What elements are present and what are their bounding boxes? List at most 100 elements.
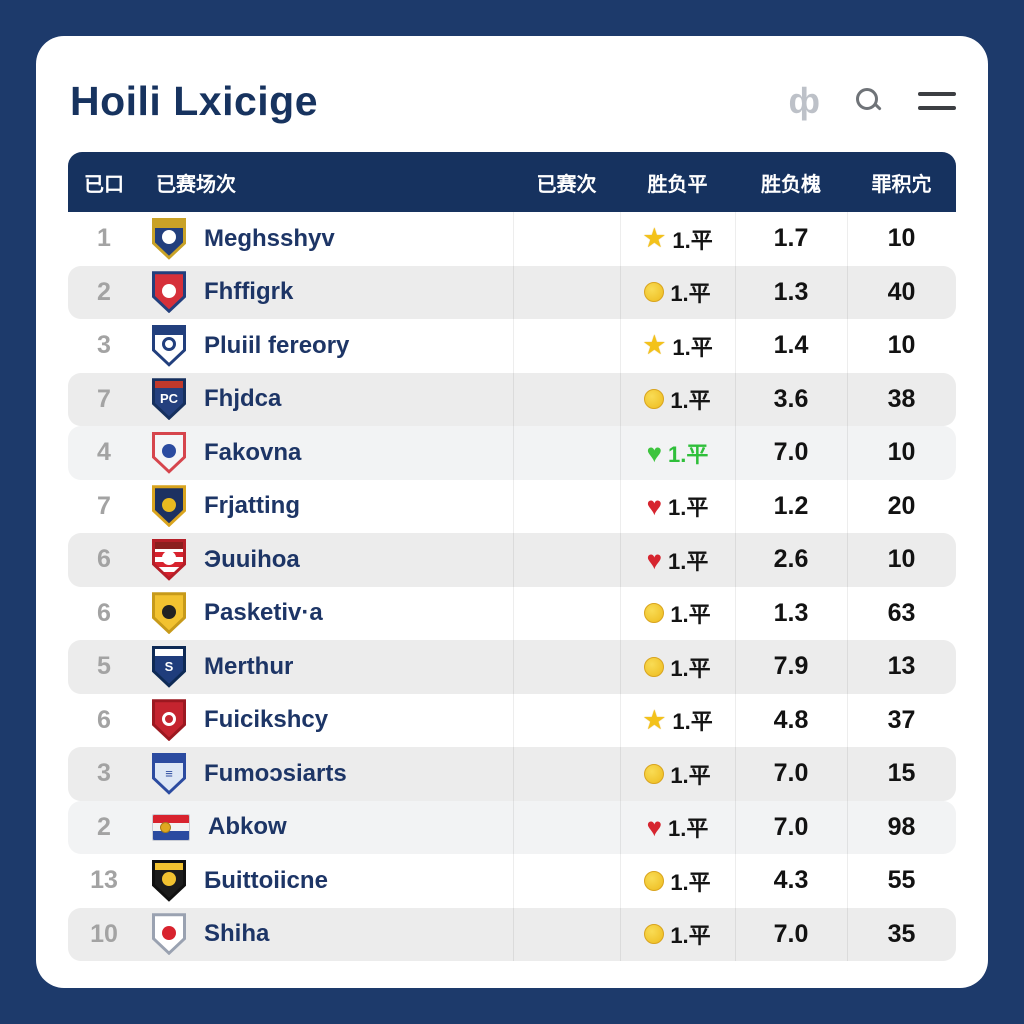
rank-cell: 7 (97, 384, 111, 413)
result-cell: 1.平 (620, 597, 735, 629)
badge-emblem (162, 551, 176, 566)
team-name: Fhjdca (204, 385, 282, 413)
result-label: 1.平 (672, 334, 713, 360)
team-badge-icon (152, 324, 186, 367)
team-badge-icon (152, 217, 186, 260)
table-row[interactable]: 3 Pluiil fereory ★ 1.平 1.4 10 (68, 319, 956, 373)
table-row[interactable]: 1 Meghsshyv ★ 1.平 1.7 10 (68, 212, 956, 266)
search-lens (856, 88, 878, 110)
points-cell: 20 (887, 491, 916, 520)
red-heart-icon: ♥ (646, 544, 663, 575)
result-cell: 1.平 (620, 918, 735, 950)
result-cell: 1.平 (620, 651, 735, 683)
result-cell: 1.平 (620, 865, 735, 897)
ratio-cell: 7.9 (773, 652, 809, 681)
coin-icon (644, 924, 665, 945)
table-row[interactable]: 6 Pasketiv·a 1.平 1.3 63 (68, 587, 956, 641)
flag-stripe (153, 831, 189, 840)
table-row[interactable]: 7 PC Fhjdca 1.平 3.6 38 (68, 372, 956, 426)
rank-cell: 5 (97, 652, 111, 681)
table-row[interactable]: 3 ≡ Fumoɔsiarts 1.平 7.0 15 (68, 747, 956, 801)
team-cell: Pasketiv·a (140, 592, 513, 635)
rank-cell: 1 (97, 224, 111, 253)
table-row[interactable]: 10 Shiha 1.平 7.0 35 (68, 907, 956, 961)
ratio-cell: 3.6 (773, 384, 809, 413)
ratio-cell: 7.0 (773, 919, 809, 948)
result-label: 1.平 (670, 281, 711, 307)
badge-emblem (162, 497, 176, 512)
ratio-cell: 1.7 (773, 224, 809, 253)
result-cell: ★ 1.平 (620, 704, 735, 736)
column-header-played: 已赛次 (536, 173, 597, 196)
result-label: 1.平 (668, 548, 709, 574)
points-cell: 15 (887, 759, 916, 788)
column-header-points: 罪积宂 (871, 173, 932, 196)
badge-letters: S (164, 658, 174, 674)
table-row[interactable]: 13 Бuittoiicne 1.平 4.3 55 (68, 854, 956, 908)
ratio-cell: 1.3 (773, 277, 809, 306)
table-row[interactable]: 7 Frjatting ♥ 1.平 1.2 20 (68, 480, 956, 534)
team-name: Frjatting (204, 492, 300, 520)
ratio-cell: 4.8 (773, 705, 809, 734)
coin-icon (644, 656, 665, 677)
team-badge-icon (152, 271, 186, 314)
coin-icon (644, 603, 665, 624)
team-name: Abkow (208, 813, 287, 841)
badge-emblem (162, 925, 176, 940)
league-table: 已口 已赛场次 已赛次 胜负平 胜负槐 罪积宂 1 Meghsshyv ★ 1.平 1.… (68, 152, 956, 961)
team-cell: Abkow (140, 807, 513, 848)
table-row[interactable]: 6 Fuicikshcy ★ 1.平 4.8 37 (68, 694, 956, 748)
team-name: Merthur (204, 652, 294, 680)
column-divider (620, 212, 621, 961)
points-cell: 10 (887, 545, 916, 574)
star-icon: ★ (642, 704, 667, 735)
result-cell: 1.平 (620, 383, 735, 415)
search-icon[interactable] (856, 88, 882, 114)
rank-cell: 3 (97, 759, 111, 788)
column-header-rank: 已口 (84, 173, 124, 196)
table-row[interactable]: 6 Эuuihoa ♥ 1.平 2.6 10 (68, 533, 956, 587)
star-icon: ★ (642, 223, 667, 254)
table-row[interactable]: 2 Fhffigrk 1.平 1.3 40 (68, 265, 956, 319)
team-badge-icon (152, 913, 186, 956)
result-label: 1.平 (670, 388, 711, 414)
result-cell: ♥ 1.平 (620, 811, 735, 843)
ratio-cell: 7.0 (773, 812, 809, 841)
table-row[interactable]: 5 S Merthur 1.平 7.9 13 (68, 640, 956, 694)
team-name: Эuuihoa (204, 545, 300, 573)
team-name: Pasketiv·a (204, 599, 323, 627)
team-name: Бuittoiicne (204, 866, 328, 894)
result-label: 1.平 (670, 655, 711, 681)
ratio-cell: 1.2 (773, 491, 809, 520)
result-cell: ♥ 1.平 (620, 544, 735, 576)
result-cell: ♥ 1.平 (620, 437, 735, 469)
result-label: 1.平 (672, 709, 713, 735)
team-badge-icon: S (152, 645, 186, 688)
points-cell: 13 (887, 652, 916, 681)
coin-icon (644, 389, 665, 410)
rank-cell: 13 (90, 866, 118, 895)
rank-cell: 3 (97, 331, 111, 360)
team-badge-icon: ≡ (152, 752, 186, 795)
badge-letters: PC (159, 391, 179, 407)
coin-icon (644, 763, 665, 784)
result-label: 1.平 (668, 495, 709, 521)
result-label: 1.平 (670, 762, 711, 788)
team-badge-icon (152, 592, 186, 635)
rank-cell: 2 (97, 277, 111, 306)
table-row[interactable]: 2 Abkow ♥ 1.平 7.0 98 (68, 800, 956, 854)
table-row[interactable]: 4 Fakovna ♥ 1.平 7.0 10 (68, 426, 956, 480)
card-header: Hoili Lxicige ф (70, 66, 956, 136)
column-divider (513, 212, 514, 961)
ratio-cell: 7.0 (773, 759, 809, 788)
points-cell: 98 (887, 812, 916, 841)
language-icon[interactable]: ф (788, 80, 821, 121)
table-header-row: 已口 已赛场次 已赛次 胜负平 胜负槐 罪积宂 (68, 152, 956, 212)
ratio-cell: 7.0 (773, 438, 809, 467)
rank-cell: 6 (97, 545, 111, 574)
menu-icon[interactable] (918, 92, 956, 110)
team-name: Shiha (204, 920, 270, 948)
column-header-team: 已赛场次 (156, 173, 236, 196)
ratio-cell: 1.3 (773, 598, 809, 627)
points-cell: 10 (887, 438, 916, 467)
